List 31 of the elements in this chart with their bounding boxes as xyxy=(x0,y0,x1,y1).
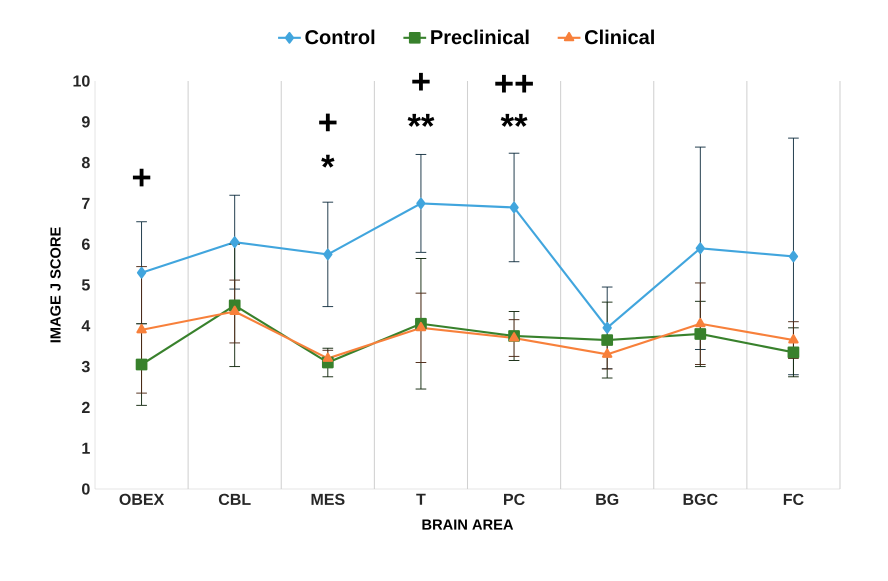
y-tick-label: 5 xyxy=(82,279,90,291)
legend-label: Clinical xyxy=(584,30,654,44)
y-tick-label: 2 xyxy=(82,402,90,413)
annotation: ++ xyxy=(495,74,533,93)
x-tick-label: BGC xyxy=(684,494,718,506)
y-tick-label: 9 xyxy=(82,116,90,128)
y-tick-label: 6 xyxy=(82,238,90,250)
y-tick-label: 0 xyxy=(82,483,90,495)
annotation: + xyxy=(132,168,150,186)
y-tick-label: 3 xyxy=(82,360,90,372)
x-tick-label: BG xyxy=(596,494,618,506)
annotation: * xyxy=(321,154,335,168)
y-tick-label: 4 xyxy=(82,320,90,332)
annotation: ** xyxy=(408,114,434,127)
x-tick-label: MES xyxy=(312,494,345,506)
y-axis-title: IMAGE J SCORE xyxy=(50,227,61,342)
legend-label: Control xyxy=(305,30,374,44)
x-tick-label: OBEX xyxy=(120,494,164,506)
x-tick-label: CBL xyxy=(218,494,251,506)
y-tick-label: 8 xyxy=(82,156,90,168)
x-axis-title: BRAIN AREA xyxy=(422,520,514,530)
y-tick-label: 10 xyxy=(74,75,90,87)
annotation: + xyxy=(319,114,337,132)
x-tick-label: FC xyxy=(784,494,804,506)
y-tick-label: 1 xyxy=(82,442,90,454)
legend-label: Preclinical xyxy=(431,30,529,44)
x-tick-label: PC xyxy=(504,494,525,506)
annotation: ** xyxy=(500,114,528,127)
annotation: + xyxy=(412,72,430,90)
x-tick-label: T xyxy=(416,494,426,505)
y-tick-label: 7 xyxy=(82,198,90,209)
